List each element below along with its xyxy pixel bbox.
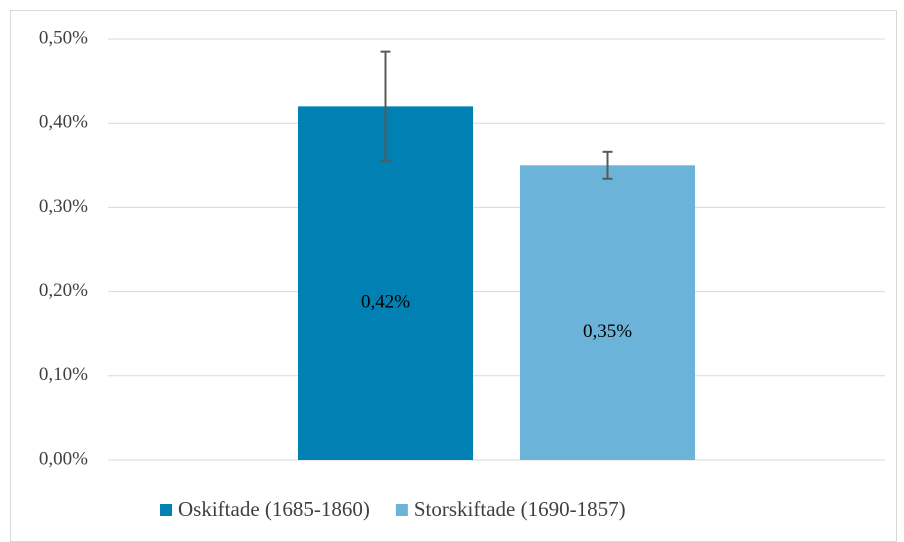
- data-label: 0,35%: [583, 321, 632, 342]
- bar: [298, 106, 473, 461]
- legend-label: Storskiftade (1690-1857): [414, 497, 626, 521]
- legend-swatch: [395, 504, 408, 516]
- data-label: 0,42%: [361, 292, 410, 313]
- y-tick-label: 0,30%: [39, 196, 88, 217]
- y-tick-label: 0,20%: [39, 280, 88, 301]
- legend-label: Oskiftade (1685-1860): [178, 497, 370, 521]
- y-tick-label: 0,50%: [39, 27, 88, 48]
- y-tick-label: 0,00%: [39, 448, 88, 469]
- y-tick-label: 0,10%: [39, 364, 88, 385]
- legend-swatch: [160, 504, 172, 516]
- bar: [520, 165, 695, 461]
- y-tick-label: 0,40%: [39, 112, 88, 133]
